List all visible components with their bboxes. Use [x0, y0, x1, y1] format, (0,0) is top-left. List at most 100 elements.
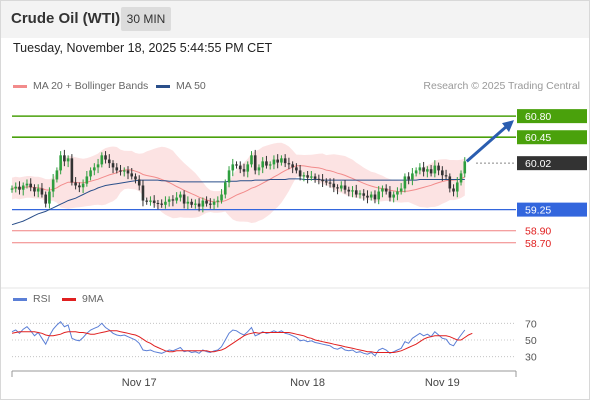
rsi-tick-70: 70	[525, 318, 537, 330]
level-label-1: 60.45	[525, 132, 551, 144]
candle-body	[418, 167, 422, 171]
candle-body	[396, 191, 399, 195]
candle-body	[298, 170, 302, 177]
candle-body	[164, 201, 167, 205]
candle-body	[21, 185, 25, 190]
datetime-label: Tuesday, November 18, 2025 5:44:55 PM CE…	[13, 41, 273, 55]
candle-body	[145, 200, 149, 202]
candle-body	[306, 175, 309, 178]
candle-body	[388, 191, 392, 198]
candle-body	[216, 200, 220, 202]
candle-body	[197, 203, 201, 207]
candle-body	[339, 185, 343, 189]
candle-body	[63, 155, 66, 162]
candle-body	[414, 170, 418, 174]
candle-body	[175, 197, 178, 201]
candle-body	[441, 170, 444, 176]
projection-arrow-shaft	[465, 123, 509, 163]
candle-body	[115, 167, 119, 171]
candle-body	[122, 170, 126, 172]
candle-body	[373, 194, 377, 200]
candle-body	[59, 155, 62, 171]
rsi-9ma-line	[11, 330, 473, 353]
candle-body	[160, 203, 163, 205]
candle-body	[134, 176, 137, 180]
candle-body	[81, 183, 85, 188]
candle-body	[186, 201, 190, 204]
x-tick-label-0: Nov 17	[122, 377, 157, 389]
candle-body	[33, 187, 36, 192]
candle-body	[89, 170, 92, 177]
level-label-2: 60.02	[525, 158, 551, 170]
candles-group	[10, 149, 467, 213]
legend-bollinger-label: MA 20 + Bollinger Bands	[33, 80, 149, 92]
candle-body	[212, 201, 216, 205]
legend-9ma: 9MA	[62, 293, 104, 305]
level-label-box-0	[517, 109, 587, 124]
candle-body	[107, 159, 111, 164]
legend-ma50-label: MA 50	[176, 80, 206, 92]
candle-body	[179, 194, 182, 198]
candle-body	[276, 159, 279, 163]
candle-body	[74, 182, 77, 186]
candle-body	[235, 164, 238, 166]
x-tick-label-2: Nov 19	[425, 377, 460, 389]
candle-body	[246, 164, 250, 172]
legend-ma50: MA 50	[156, 80, 206, 92]
level-label-0: 60.80	[525, 111, 551, 123]
rsi-tick-50: 50	[525, 335, 537, 347]
candle-body	[381, 188, 384, 192]
candle-body	[130, 173, 134, 177]
candle-body	[384, 188, 388, 192]
candle-body	[448, 176, 452, 189]
candle-body	[220, 194, 223, 201]
candle-body	[325, 181, 328, 183]
candle-body	[437, 165, 440, 171]
candle-body	[205, 200, 208, 204]
candle-body	[291, 164, 294, 168]
candle-body	[194, 203, 197, 205]
candle-body	[93, 167, 96, 171]
candle-body	[261, 161, 265, 168]
candle-body	[463, 161, 467, 174]
candle-body	[444, 175, 448, 177]
candle-body	[336, 187, 339, 189]
candle-body	[182, 194, 186, 204]
candle-body	[190, 201, 193, 205]
x-tick-label-1: Nov 18	[290, 377, 325, 389]
legend-rsi-label: RSI	[33, 293, 51, 305]
candle-body	[70, 158, 74, 183]
legend-bollinger: MA 20 + Bollinger Bands	[13, 80, 148, 92]
timeframe-button[interactable]: 30 MIN	[121, 7, 171, 31]
candle-body	[265, 161, 268, 166]
legend-bollinger-swatch	[13, 84, 27, 88]
level-label-box-2	[517, 156, 587, 171]
header-bar: Crude Oil (WTI) 30 MIN	[0, 0, 590, 38]
candle-body	[167, 199, 171, 202]
candle-body	[313, 176, 317, 179]
candle-body	[250, 155, 253, 165]
level-label-5: 58.70	[525, 238, 551, 250]
candle-body	[411, 173, 414, 180]
candle-body	[66, 158, 70, 162]
candle-body	[100, 155, 104, 165]
candle-body	[407, 176, 410, 180]
legend-rsi-swatch	[13, 297, 27, 301]
level-label-4: 58.90	[525, 226, 551, 238]
candle-body	[403, 176, 407, 189]
candle-body	[283, 158, 287, 164]
candle-body	[429, 169, 433, 174]
candle-body	[392, 194, 395, 198]
candle-body	[51, 179, 55, 192]
candle-body	[137, 179, 141, 186]
candle-body	[377, 191, 381, 200]
candle-body	[126, 170, 130, 174]
candle-body	[452, 188, 455, 192]
candle-body	[55, 170, 59, 180]
candle-body	[351, 190, 354, 192]
candle-body	[253, 155, 257, 171]
candle-body	[287, 163, 291, 165]
candle-body	[18, 186, 21, 190]
legend-9ma-label: 9MA	[82, 293, 104, 305]
candle-body	[332, 183, 336, 188]
